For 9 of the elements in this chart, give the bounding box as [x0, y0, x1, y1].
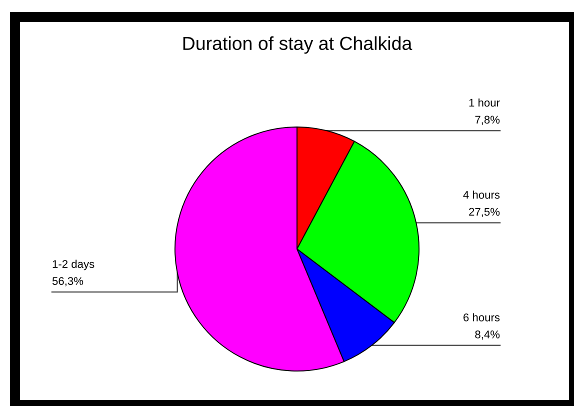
slice-label: 4 hours: [463, 190, 500, 199]
slice-label: 1-2 days: [52, 260, 94, 270]
data-label: 7,8%: [475, 116, 500, 125]
data-label: 27,5%: [469, 208, 500, 218]
chart-title: Duration of stay at Chalkida: [183, 36, 412, 54]
data-label: 56,3%: [52, 277, 84, 286]
slice-label: 1 hour: [469, 98, 500, 107]
slice-label: 6 hours: [464, 313, 500, 322]
data-label: 8,4%: [475, 330, 500, 340]
